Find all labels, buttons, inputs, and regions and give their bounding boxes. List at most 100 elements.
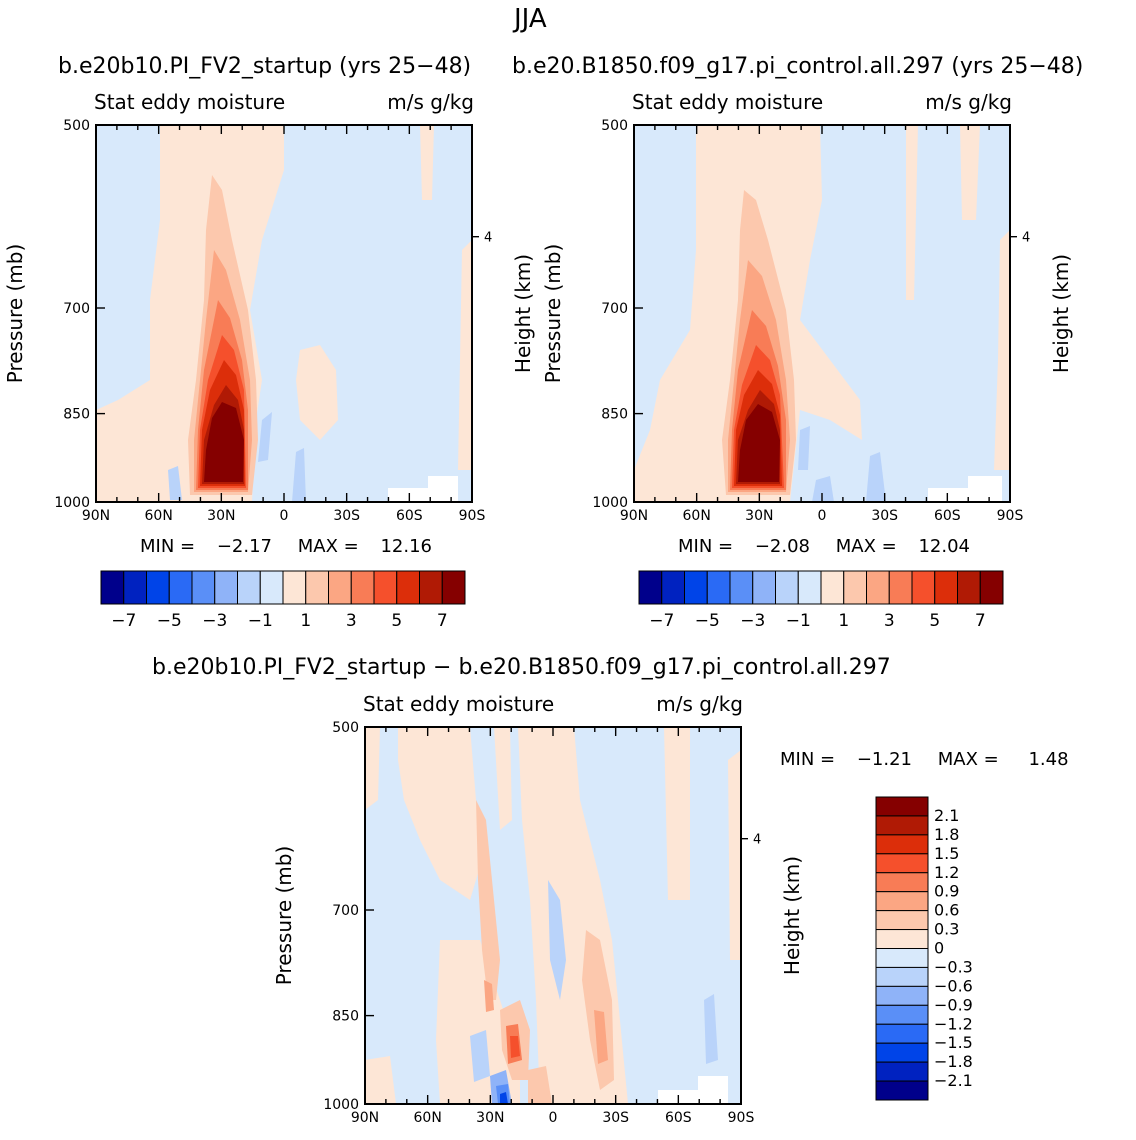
panel-b-variable-label: Stat eddy moisture [632,90,823,114]
panel-c-pos-1 [528,1066,552,1104]
colorbar-c-swatch [875,948,929,968]
colorbar-b-swatch [911,570,936,605]
max-value: 12.04 [918,536,970,557]
panel-c-neg-1 [704,994,718,1064]
panel-c-pos-1 [476,800,500,1000]
panel-c-x-tick-label: 60S [665,1110,692,1126]
colorbar-a-swatch [168,570,193,605]
min-value: −1.21 [856,749,913,770]
colorbar-b-label: −7 [649,611,674,631]
panel-b-cool-spot [866,452,886,502]
panel-b-units-label: m/s g/kg [925,90,1012,114]
minmax-left: MIN = −2.17 MAX = 12.16 [140,536,432,557]
panel-c-plot [365,727,741,1104]
minmax-diff: MIN = −1.21 MAX = 1.48 [780,749,1069,770]
panel-a-x-tick-label: 90N [82,508,110,524]
colorbar-c-swatch [875,1023,929,1044]
panel-b-max [738,404,780,482]
panel-a-y-tick-label: 850 [63,407,90,423]
panel-a-y-tick-label: 1000 [54,495,90,511]
colorbar-b-swatch [820,570,845,605]
colorbar-c-label: 1.2 [934,863,959,882]
panel-b-y-tick-label: 500 [601,118,628,134]
panel-a-x-tick-label: 60N [145,508,173,524]
colorbar-c-swatch [875,853,929,874]
panel-a-height-tick-label: 4 [484,231,492,246]
colorbar-a-label: −5 [157,611,182,631]
panel-a-y-axis-right-title: Height (km) [511,254,535,373]
panel-a-x-tick-label: 60S [396,508,423,524]
panel-b-warm-strip [906,125,918,300]
colorbar-b-label: 1 [838,611,849,631]
panel-c-warm [728,750,741,960]
colorbar-c-label: −0.9 [934,995,973,1014]
colorbar-c-swatch [875,910,929,931]
colorbar-c-swatch [875,891,929,912]
colorbar-c-swatch [875,796,929,817]
colorbar-c-swatch [875,1042,929,1063]
colorbar-b-swatch [638,570,663,605]
panel-b-x-tick-label: 0 [818,508,827,524]
panel-a-warm-edge [458,240,472,470]
panel-a-cool-spot [168,466,182,500]
panel-b-y-axis-right-title: Height (km) [1049,254,1073,373]
min-label: MIN = [678,536,734,557]
colorbar-a-swatch [146,570,170,605]
colorbar-a-label: 5 [391,611,402,631]
colorbar-b-swatch [934,570,958,605]
max-label: MAX = [297,536,359,557]
colorbar-a-swatch [350,570,375,605]
panel-b-cool-spot [812,476,834,502]
max-value: 1.48 [1028,749,1069,770]
colorbar-b-swatch [684,570,708,605]
min-value: −2.17 [216,536,273,557]
colorbar-a-swatch [191,570,216,605]
colorbar-a-swatch [259,570,284,605]
colorbar-b-label: 3 [884,611,895,631]
colorbar-b-swatch [888,570,913,605]
panel-c-height-tick-label: 4 [753,833,761,848]
colorbar-c-label: −0.6 [934,976,973,995]
colorbar-b-swatch [866,570,890,605]
colorbar-a-swatch [441,570,466,605]
panel-b-x-tick-label: 90S [997,508,1024,524]
panel-c-warm [365,727,380,810]
panel-c-x-tick-label: 90N [351,1110,379,1126]
colorbar-c-label: 1.8 [934,825,959,844]
panel-c-neg-5 [500,1092,508,1104]
panel-a-cool-spot [292,448,306,502]
colorbar-b-label: 7 [975,611,986,631]
panel-a-y-tick-label: 700 [63,301,90,317]
panel-a-plot [96,125,472,502]
colorbar-c-swatch [875,872,929,893]
colorbar-a-swatch [214,570,238,605]
panel-c-pos-2 [484,980,494,1012]
panel-c-warm [664,727,690,900]
colorbar-a-swatch [328,570,352,605]
colorbar-c-label: 1.5 [934,844,959,863]
colorbar-a-swatch [305,570,329,605]
colorbar-c-label: 2.1 [934,806,959,825]
run-title-right: b.e20.B1850.f09_g17.pi_control.all.297 (… [512,54,1084,79]
panel-a-y-tick-label: 500 [63,118,90,134]
colorbar-c-label: 0.6 [934,901,959,920]
panel-b-warm-strip [960,125,980,220]
panel-b-x-tick-label: 90N [620,508,648,524]
colorbar-c-swatch [875,985,929,1006]
panel-b-x-tick-label: 30N [745,508,773,524]
colorbar-c-swatch [875,1080,929,1101]
colorbar-b-swatch [706,570,731,605]
colorbar-a-label: −7 [111,611,136,631]
min-value: −2.08 [754,536,811,557]
panel-b-plot [634,125,1010,502]
panel-c-x-tick-label: 30N [476,1110,504,1126]
colorbar-c-swatch [875,1061,929,1082]
panel-c-warm [494,727,512,830]
colorbar-c-swatch [875,815,929,836]
panel-a-warm-strip [420,125,434,200]
panel-c-x-tick-label: 60N [414,1110,442,1126]
panel-c-x-tick-label: 30S [602,1110,629,1126]
colorbar-c-label: 0.9 [934,882,959,901]
panel-c-x-tick-label: 0 [549,1110,558,1126]
panel-a-missing [388,488,428,502]
